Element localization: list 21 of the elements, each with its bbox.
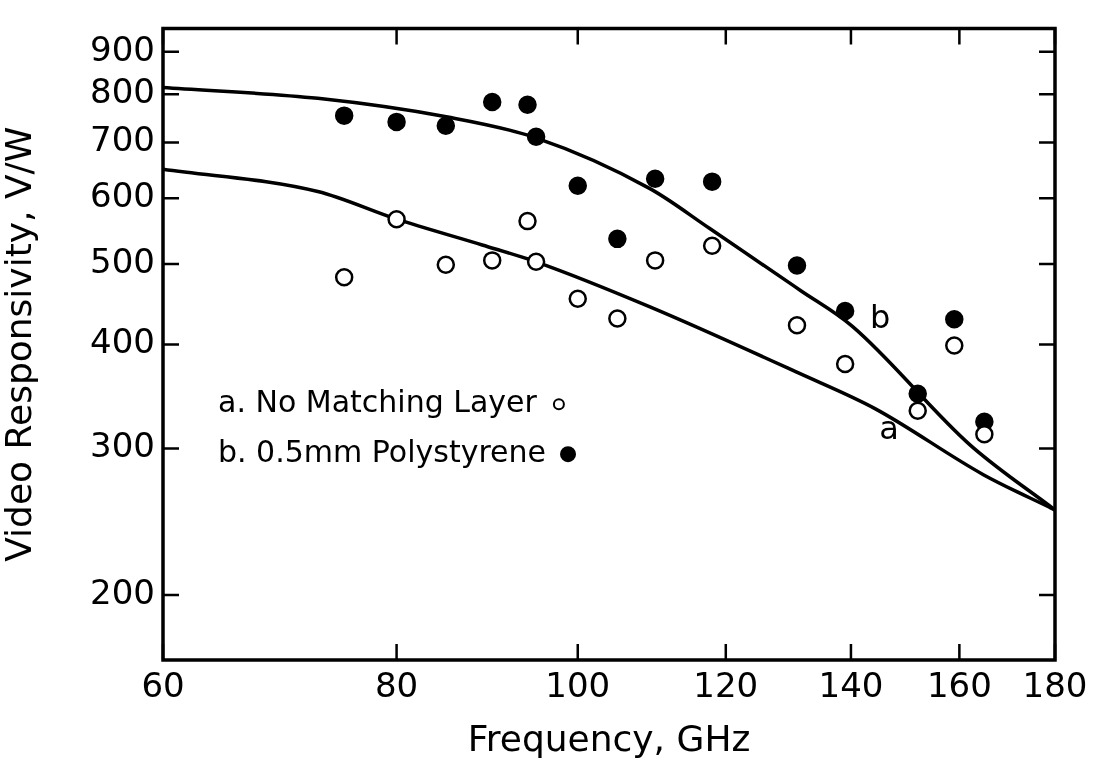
y-tick-label: 500 [90,240,155,281]
x-tick-label: 160 [926,665,992,706]
series-label: a [879,408,899,447]
x-tick-label: 100 [545,665,611,706]
legend-label: a. No Matching Layer [218,384,538,419]
x-tick-label: 180 [1022,665,1088,706]
x-tick-label: 140 [818,665,884,706]
y-axis-title: Video Responsivity, V/W [0,126,39,562]
legend-label: b. 0.5mm Polystyrene [218,434,547,469]
series-label: b [869,298,891,337]
y-tick-label: 800 [90,71,155,112]
x-tick-label: 80 [374,665,419,706]
y-tick-label: 200 [90,571,155,612]
x-axis-title: Frequency, GHz [467,717,751,759]
y-tick-label: 900 [90,28,155,69]
x-tick-label: 60 [141,665,185,706]
y-tick-label: 700 [90,119,155,160]
x-tick-label: 120 [693,665,759,706]
y-tick-label: 300 [90,425,155,466]
y-tick-label: 600 [90,174,155,215]
y-tick-label: 400 [90,321,155,362]
